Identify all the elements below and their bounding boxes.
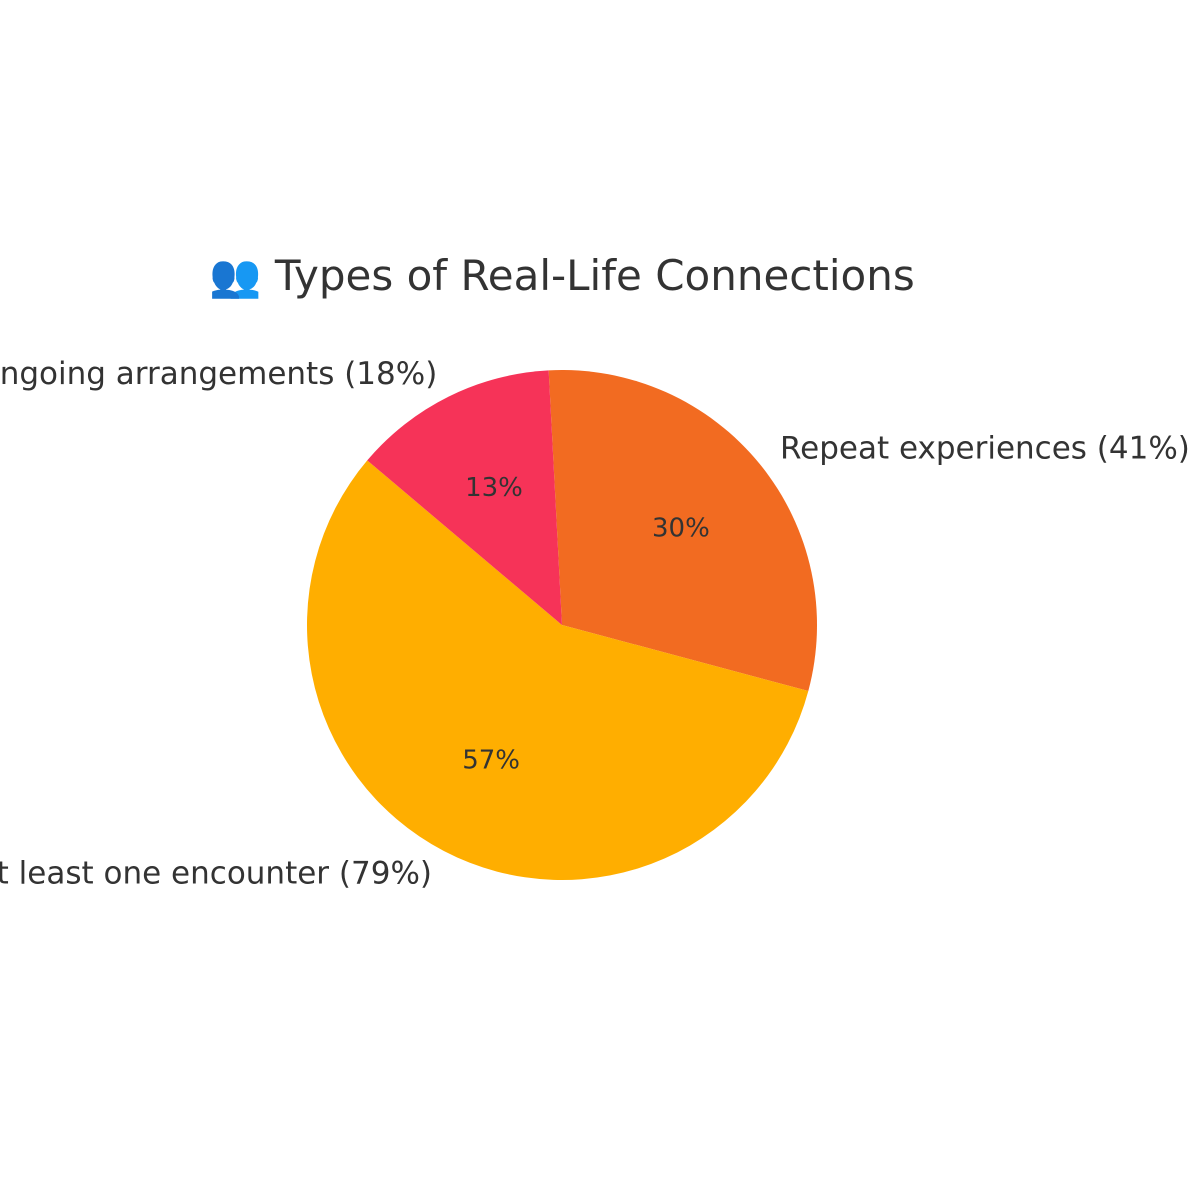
pie-slice-repeat-experiences [548,370,817,691]
pie-slices [306,370,817,881]
slice-label-repeat-experiences: Repeat experiences (41%) [780,431,1190,467]
pct-label-at-least-one-encounter: 57% [462,746,520,776]
slice-labels: Repeat experiences (41%) At least one enc… [0,356,1190,892]
pie-slice-at-least-one-encounter [306,460,809,881]
pct-label-repeat-experiences: 30% [652,514,710,544]
pie-slice-ongoing-arrangements [367,370,562,625]
pct-label-ongoing-arrangements: 13% [465,473,523,503]
percent-labels: 30% 57% 13% [462,473,710,776]
chart-title: 👥 Types of Real-Life Connections [209,251,914,300]
slice-label-ongoing-arrangements: Ongoing arrangements (18%) [0,356,437,392]
slice-label-at-least-one-encounter: At least one encounter (79%) [0,856,432,892]
